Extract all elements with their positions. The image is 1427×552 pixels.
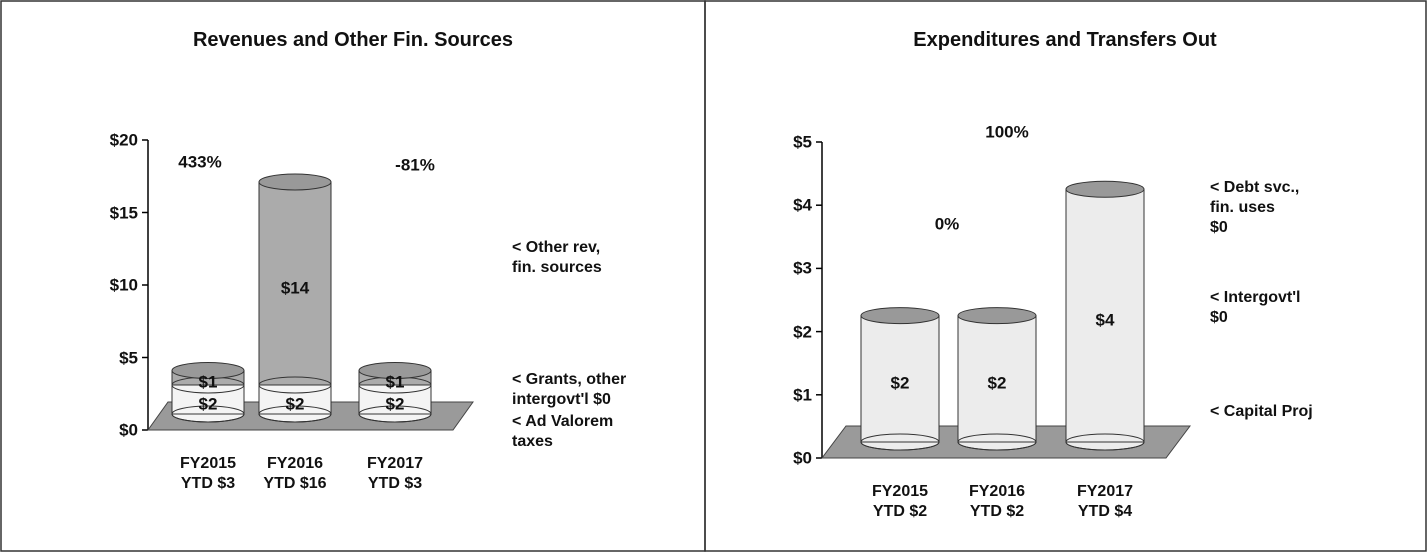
cylinder-top: [258, 173, 332, 191]
legend-entry: < Intergovt'l $0: [1210, 289, 1301, 326]
x-tick-label: FY2015 YTD $2: [871, 483, 929, 520]
legend-entry: < Grants, other intergovt'l $0: [512, 371, 627, 408]
bar-segment: [258, 181, 332, 386]
legend-entry: < Debt svc., fin. uses $0: [1210, 179, 1300, 236]
value-label: $2: [385, 393, 405, 413]
value-label: $14: [280, 277, 310, 297]
cylinder-top: [957, 307, 1037, 325]
value-label: $1: [198, 372, 218, 392]
y-tick-label: $2: [793, 321, 812, 341]
y-tick-label: $0: [793, 448, 812, 468]
y-tick-label: $5: [793, 132, 812, 152]
y-tick-label: $5: [119, 347, 138, 367]
segment-edge: [358, 405, 432, 423]
value-label: $2: [198, 393, 218, 413]
x-tick-label: FY2016 YTD $16: [263, 455, 327, 492]
value-label: $1: [385, 372, 405, 392]
segment-edge: [171, 405, 245, 423]
cylinder-top: [358, 362, 432, 379]
legend-entry: < Other rev, fin. sources: [512, 239, 602, 276]
y-tick-label: $15: [109, 202, 138, 222]
value-label: $4: [1095, 309, 1115, 329]
bar-segment: [1065, 188, 1145, 443]
cylinder-top: [860, 307, 940, 325]
x-tick-label: FY2016 YTD $2: [968, 483, 1026, 520]
value-label: $2: [285, 393, 305, 413]
bar-segment: [358, 384, 432, 415]
panel-border: [704, 0, 1427, 552]
segment-edge: [258, 405, 332, 423]
legend-entry: < Capital Proj: [1210, 403, 1313, 420]
y-tick-label: $1: [793, 385, 812, 405]
y-tick-label: $20: [109, 130, 138, 150]
annotation: 433%: [178, 152, 222, 172]
cylinder-top: [1065, 180, 1145, 198]
bar-segment: [258, 384, 332, 415]
x-tick-label: FY2017 YTD $4: [1076, 483, 1134, 520]
x-tick-label: FY2017 YTD $3: [366, 455, 424, 492]
bar-segment: [860, 315, 940, 443]
annotation: 0%: [934, 214, 960, 234]
legend-entry: < Ad Valorem taxes: [512, 413, 614, 450]
segment-edge: [860, 433, 940, 451]
segment-edge: [1065, 433, 1145, 451]
value-label: $2: [890, 373, 910, 393]
value-label: $2: [987, 373, 1007, 393]
segment-edge: [957, 433, 1037, 451]
y-tick-label: $3: [793, 258, 812, 278]
y-tick-label: $4: [793, 195, 812, 215]
y-tick-label: $10: [109, 275, 138, 295]
bar-segment: [957, 315, 1037, 443]
chart-title: Expenditures and Transfers Out: [913, 29, 1217, 51]
cylinder-top: [171, 362, 245, 379]
annotation: -81%: [395, 155, 435, 175]
annotation: 100%: [985, 122, 1029, 142]
segment-edge: [258, 376, 332, 394]
x-tick-label: FY2015 YTD $3: [179, 455, 237, 492]
chart-title: Revenues and Other Fin. Sources: [192, 29, 514, 51]
y-tick-label: $0: [119, 420, 138, 440]
